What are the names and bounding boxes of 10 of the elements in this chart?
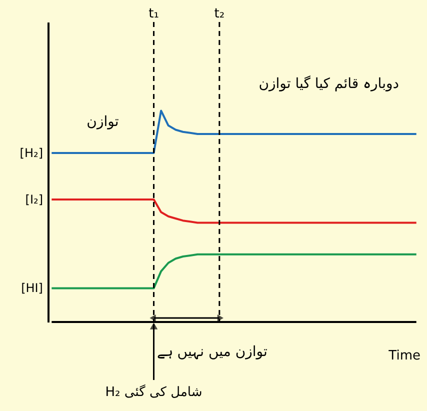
series-label: [I₂] [25, 192, 43, 206]
series-label: [HI] [21, 281, 43, 296]
x-tick-label: t₂ [214, 6, 225, 22]
x-tick-label: t₁ [148, 6, 159, 22]
annotation: توازن [86, 114, 119, 130]
text: توازن میں نہیں ہے [156, 344, 268, 360]
text: دوبارہ قائم کیا گیا توازن [258, 75, 399, 92]
series-label: [H₂] [20, 146, 43, 160]
x-axis-title: Time [388, 348, 420, 364]
text: H₂ شامل کی گئی [105, 384, 202, 400]
